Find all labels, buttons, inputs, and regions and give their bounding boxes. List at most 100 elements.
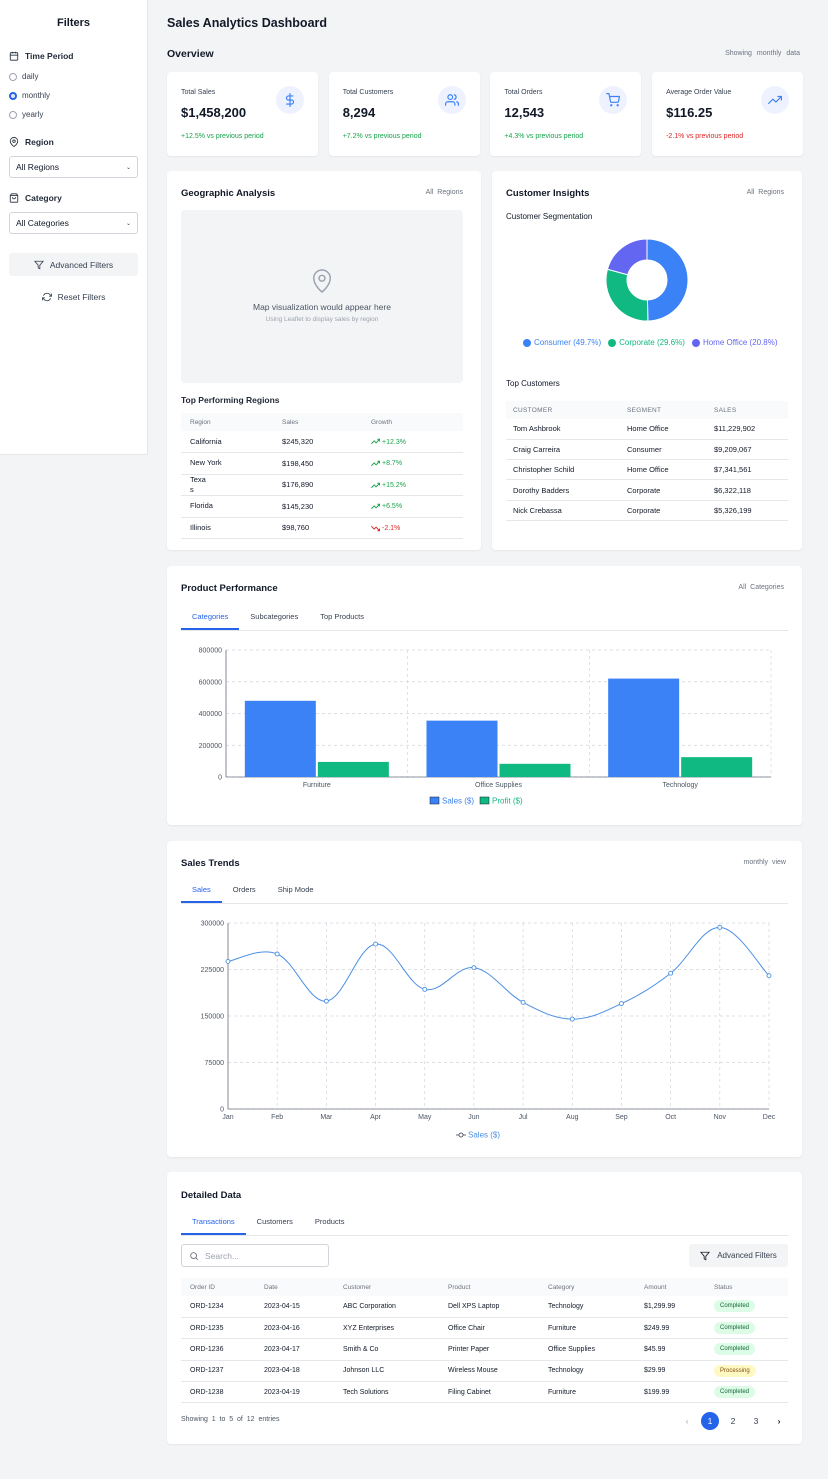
legend-label[interactable]: Sales ($)	[442, 797, 474, 806]
bar-office-supplies-profit[interactable]	[499, 763, 571, 777]
table-row[interactable]: ORD-1237 2023-04-18 Johnson LLC Wireless Mo…	[181, 1360, 788, 1383]
product-performance-meta[interactable]: All Categories	[738, 584, 784, 591]
category-cell: Technology	[539, 1360, 635, 1383]
legend-label[interactable]: Sales ($)	[468, 1131, 500, 1140]
tab-orders[interactable]: Orders	[232, 885, 256, 894]
x-tick-label: Nov	[714, 1114, 727, 1121]
column-header[interactable]: Customer	[334, 1278, 439, 1296]
page-button[interactable]: 3	[753, 1416, 759, 1426]
advanced-filters-button[interactable]: Advanced Filters	[689, 1244, 788, 1267]
donut-slice-corporate[interactable]	[605, 268, 649, 322]
customer-name-cell: Nick Crebassa	[506, 500, 620, 521]
product-performance-card: Product Performance All Categories Categ…	[167, 566, 802, 825]
category-cell: Furniture	[539, 1381, 635, 1404]
customer-insights-title: Customer Insights	[506, 188, 590, 199]
customer-insights-meta[interactable]: All Regions	[746, 189, 784, 196]
table-row[interactable]: ORD-1235 2023-04-16 XYZ Enterprises Office …	[181, 1317, 788, 1340]
radio-daily[interactable]: daily	[9, 67, 138, 86]
bar-furniture-sales[interactable]	[244, 700, 316, 777]
data-point-mar[interactable]	[323, 998, 329, 1004]
tab-products[interactable]: Products	[314, 1217, 345, 1226]
x-tick-label: Mar	[320, 1114, 333, 1121]
column-header[interactable]: Sales	[273, 413, 362, 431]
reset-filters-button[interactable]: Reset Filters	[9, 285, 138, 308]
region-select-value: All Regions	[16, 162, 59, 172]
data-point-aug[interactable]	[569, 1016, 575, 1022]
legend-item[interactable]: Consumer (49.7%)	[523, 338, 601, 347]
geo-meta[interactable]: All Regions	[425, 189, 463, 196]
tab-categories[interactable]: Categories	[181, 612, 240, 630]
tab-transactions[interactable]: Transactions	[181, 1217, 246, 1235]
page-button[interactable]: 1	[701, 1412, 719, 1430]
bar-technology-sales[interactable]	[608, 678, 680, 777]
geo-title: Geographic Analysis	[181, 188, 276, 199]
column-header[interactable]: Category	[539, 1278, 635, 1296]
bar-furniture-profit[interactable]	[317, 761, 389, 777]
amount-cell: $29.99	[635, 1360, 705, 1383]
radio-dot[interactable]	[9, 72, 17, 81]
region-select[interactable]: All Regions ⌄	[9, 156, 138, 178]
donut-slice-consumer[interactable]	[646, 238, 689, 322]
search-box[interactable]	[181, 1244, 329, 1267]
data-point-jan[interactable]	[225, 958, 231, 964]
column-header[interactable]: Growth	[362, 413, 463, 431]
map-pin-icon	[9, 137, 19, 147]
advanced-filters-label: Advanced Filters	[49, 259, 114, 270]
advanced-filters-button[interactable]: Advanced Filters	[9, 253, 138, 276]
bar-technology-profit[interactable]	[681, 757, 753, 777]
tab-customers[interactable]: Customers	[256, 1217, 293, 1226]
legend-swatch	[608, 338, 617, 347]
data-point-sep[interactable]	[619, 1001, 624, 1007]
column-header[interactable]: Date	[255, 1278, 334, 1296]
dollar-icon	[285, 93, 295, 107]
sales-line	[227, 926, 770, 1020]
table-header-row: CUSTOMER SEGMENT SALES	[506, 401, 788, 419]
data-point-apr[interactable]	[373, 941, 378, 947]
data-point-dec[interactable]	[766, 973, 772, 979]
radio-dot[interactable]	[9, 91, 17, 100]
column-header[interactable]: Amount	[635, 1278, 705, 1296]
radio-monthly[interactable]: monthly	[9, 86, 138, 105]
y-tick-label: 600000	[199, 679, 222, 686]
sales-trends-meta[interactable]: monthly view	[744, 859, 786, 866]
region-header: Region	[9, 137, 138, 147]
search-input[interactable]	[205, 1250, 315, 1261]
legend-label[interactable]: Profit ($)	[492, 797, 523, 806]
chevron-left-icon[interactable]: ‹	[685, 1416, 689, 1426]
tab-subcategories[interactable]: Subcategories	[250, 612, 299, 621]
data-point-jun[interactable]	[471, 965, 477, 971]
donut-slice-home-office[interactable]	[606, 238, 648, 276]
radio-yearly[interactable]: yearly	[9, 105, 138, 124]
legend-item[interactable]: Home Office (20.8%)	[691, 338, 778, 347]
column-header[interactable]: Order ID	[181, 1278, 255, 1296]
order-id-cell: ORD-1237	[181, 1360, 255, 1383]
tab-ship-mode[interactable]: Ship Mode	[277, 885, 314, 894]
data-point-oct[interactable]	[668, 970, 674, 976]
table-row: Texa s $176,890 +15.2%	[181, 474, 463, 496]
column-header[interactable]: SALES	[707, 401, 788, 419]
table-row[interactable]: ORD-1236 2023-04-17 Smith & Co Printer Pape…	[181, 1338, 788, 1361]
data-point-feb[interactable]	[274, 951, 280, 957]
growth-cell: -2.1%	[362, 517, 463, 539]
sales-cell: $9,209,067	[707, 439, 788, 461]
column-header[interactable]: Product	[439, 1278, 539, 1296]
chevron-right-icon[interactable]: ›	[777, 1416, 781, 1426]
data-point-may[interactable]	[422, 986, 428, 992]
tab-top-products[interactable]: Top Products	[320, 612, 365, 621]
category-select[interactable]: All Categories ⌄	[9, 212, 138, 234]
bar-office-supplies-sales[interactable]	[426, 720, 498, 777]
page-button[interactable]: 2	[730, 1416, 736, 1426]
column-header[interactable]: Region	[181, 413, 273, 431]
tab-sales[interactable]: Sales	[181, 885, 222, 903]
column-header[interactable]: CUSTOMER	[506, 401, 620, 419]
table-row: Illinois $98,760 -2.1%	[181, 517, 463, 539]
data-point-jul[interactable]	[520, 999, 526, 1005]
region-cell: Florida	[181, 495, 273, 518]
legend-item[interactable]: Corporate (29.6%)	[608, 338, 685, 347]
data-point-nov[interactable]	[717, 924, 723, 930]
column-header[interactable]: SEGMENT	[620, 401, 707, 419]
column-header[interactable]: Status	[705, 1278, 788, 1296]
table-row[interactable]: ORD-1234 2023-04-15 ABC Corporation Dell XP…	[181, 1296, 788, 1318]
radio-dot[interactable]	[9, 110, 17, 119]
table-row[interactable]: ORD-1238 2023-04-19 Tech Solutions Filing C…	[181, 1381, 788, 1404]
